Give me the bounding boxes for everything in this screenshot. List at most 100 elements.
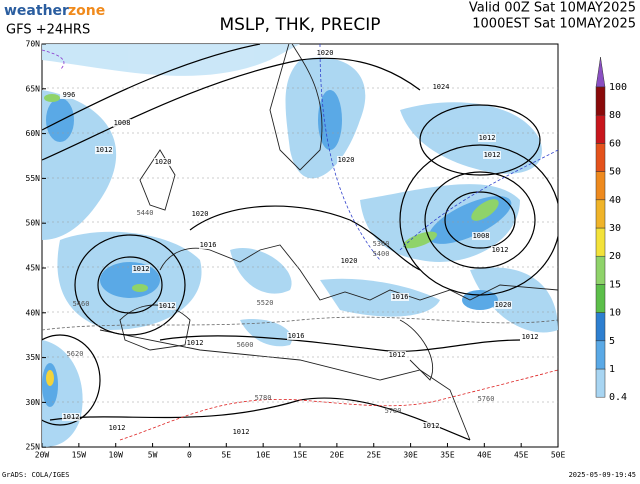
isobar-label-bg	[158, 302, 176, 310]
lon-label: 5W	[148, 451, 158, 460]
logo-weather: weather	[4, 3, 69, 19]
isobar-label-bg	[113, 119, 131, 127]
isobar-label-bg	[287, 332, 305, 340]
isobar-label-bg	[186, 339, 204, 347]
colorbar-segment	[595, 171, 606, 201]
colorbar-segment	[595, 86, 606, 116]
isobar-label-bg	[483, 151, 501, 159]
lat-label: 30N	[26, 398, 41, 407]
isobar-label: 1020	[341, 257, 358, 265]
thickness-label: 5780	[385, 407, 402, 415]
lat-label: 55N	[26, 174, 41, 183]
colorbar-label: 5	[609, 336, 615, 347]
isobar-label-bg	[316, 49, 334, 57]
isobar-label-bg	[388, 351, 406, 359]
isobar-label-bg	[472, 232, 490, 240]
thickness-label: 5360	[373, 240, 390, 248]
isobar-label-bg	[232, 428, 250, 436]
colorbar-segment	[595, 312, 606, 342]
map-title: MSLP, THK, PRECIP	[219, 15, 380, 35]
isobar-label: 1012	[159, 302, 176, 310]
isobar-label-bg	[422, 422, 440, 430]
lon-label: 15E	[293, 451, 308, 460]
isobar-label: 1012	[522, 333, 539, 341]
lat-label: 65N	[26, 84, 41, 93]
isobar-label: 1012	[484, 151, 501, 159]
lat-label: 25N	[26, 443, 41, 452]
thickness-label: 5620	[67, 350, 84, 358]
isobar-label: 1012	[96, 146, 113, 154]
colorbar-segment	[595, 143, 606, 172]
isobar-label: 1016	[288, 332, 305, 340]
colorbar-segment	[595, 114, 606, 144]
lon-label: 50E	[551, 451, 566, 460]
thickness-label: 5780	[255, 394, 272, 402]
isobar-label: 1012	[109, 424, 126, 432]
valid-local: 1000EST Sat 10MAY2025	[472, 17, 636, 32]
colorbar-segment	[595, 340, 606, 370]
logo-zone: zone	[68, 3, 105, 19]
lat-label: 60N	[26, 129, 41, 138]
lon-label: 10W	[108, 451, 123, 460]
lon-label: 40E	[477, 451, 492, 460]
isobar-label-bg	[521, 333, 539, 341]
lat-label: 50N	[26, 219, 41, 228]
colorbar-top	[595, 56, 606, 88]
isobar-label-bg	[62, 413, 80, 421]
isobar-label: 1016	[200, 241, 217, 249]
thickness-label: 5520	[257, 299, 274, 307]
colorbar-label: 50	[609, 167, 621, 178]
lon-label: 5E	[221, 451, 231, 460]
isobar-label-bg	[132, 265, 150, 273]
isobar-label: 1020	[495, 301, 512, 309]
isobar-label: 1020	[338, 156, 355, 164]
isobar-label: 1012	[479, 134, 496, 142]
isobar-label-bg	[154, 158, 172, 166]
isobar-label: 1020	[317, 49, 334, 57]
lon-label: 30E	[403, 451, 418, 460]
isobar-label: 1008	[114, 119, 131, 127]
thickness-label: 5400	[373, 250, 390, 258]
model-run: GFS +24HRS	[6, 23, 90, 38]
timestamp: 2025-05-09-19:45	[569, 471, 636, 479]
lon-label: 20E	[330, 451, 345, 460]
lat-label: 70N	[26, 40, 41, 49]
isobar-label: 1012	[63, 413, 80, 421]
isobar-label: 1012	[187, 339, 204, 347]
lon-label: 0	[187, 451, 192, 460]
isobar-label: 1008	[473, 232, 490, 240]
lon-label: 10E	[256, 451, 271, 460]
isobar-label: 1012	[233, 428, 250, 436]
lon-label: 20W	[35, 451, 50, 460]
isobar-label-bg	[108, 424, 126, 432]
valid-time: Valid 00Z Sat 10MAY2025	[469, 1, 636, 16]
isobar-label-bg	[491, 246, 509, 254]
isobar-label-bg	[494, 301, 512, 309]
isobar-label-bg	[60, 91, 78, 99]
colorbar-segment	[595, 255, 606, 285]
lon-label: 35E	[440, 451, 455, 460]
isobar-label: 1012	[492, 246, 509, 254]
lat-label: 40N	[26, 308, 41, 317]
colorbar-segment	[595, 227, 606, 257]
colorbar-label: 100	[609, 82, 627, 93]
thickness-label: 5460	[73, 300, 90, 308]
isobar-label: 1024	[433, 83, 450, 91]
isobar-label: 1012	[389, 351, 406, 359]
isobar-label: 996	[63, 91, 76, 99]
isobar-label-bg	[391, 293, 409, 301]
lon-label: 15W	[72, 451, 87, 460]
isobar-label-bg	[199, 241, 217, 249]
isobar-label-bg	[340, 257, 358, 265]
colorbar-label: 60	[609, 138, 621, 149]
isobar-label-bg	[191, 210, 209, 218]
isobar-label: 1012	[423, 422, 440, 430]
lat-label: 35N	[26, 353, 41, 362]
colorbar-label: 10	[609, 308, 621, 319]
isobar-label-bg	[95, 146, 113, 154]
thickness-label: 5760	[478, 395, 495, 403]
lon-label: 45E	[514, 451, 529, 460]
